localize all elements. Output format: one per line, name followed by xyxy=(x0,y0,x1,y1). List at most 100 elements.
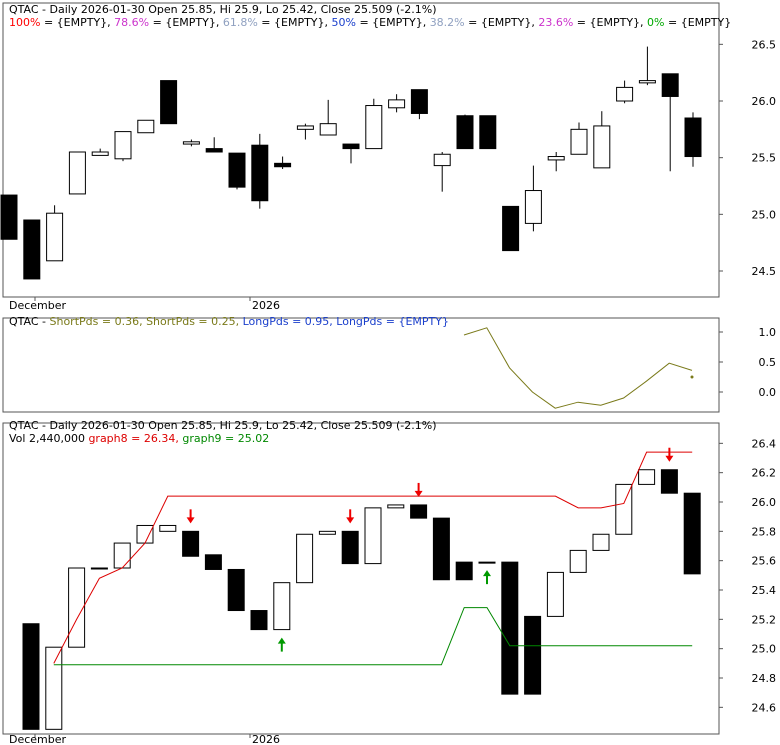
panel3-frame xyxy=(2,422,720,735)
y-tick-label: 25.4 xyxy=(752,584,777,597)
up-arrow-icon xyxy=(277,637,286,644)
candle-body xyxy=(114,131,132,160)
candle-body xyxy=(546,571,564,617)
candle-body xyxy=(251,144,269,202)
candle-body xyxy=(113,542,131,569)
fib-label-value: = {EMPTY}, xyxy=(40,16,114,29)
candle-body xyxy=(364,507,382,565)
candle-body xyxy=(274,162,292,168)
panel2-legend: QTAC - ShortPds = 0.36, ShortPds = 0.25,… xyxy=(9,315,449,328)
panel3-legend: Vol 2,440,000 graph8 = 26.34, graph9 = 2… xyxy=(9,432,269,445)
fib-label-pct: 78.6% xyxy=(114,16,149,29)
up-arrow-icon xyxy=(483,570,491,577)
candle-body xyxy=(228,152,246,188)
candle-body xyxy=(479,115,497,150)
candle-body xyxy=(502,205,520,252)
y-tick-label: 24.5 xyxy=(752,265,777,278)
candle-body xyxy=(68,567,86,648)
candle-body xyxy=(478,561,496,564)
candle-body xyxy=(90,567,108,570)
panel3-xlabel-2026: 2026 xyxy=(252,733,280,745)
y-tick-label: 26.0 xyxy=(752,496,777,509)
graph8-line xyxy=(53,451,693,664)
candle-body xyxy=(592,533,610,551)
y-tick-label: 26.4 xyxy=(752,437,777,450)
fib-label-value: = {EMPTY}, xyxy=(465,16,539,29)
panel2-frame xyxy=(2,317,720,413)
panel2-legend-item: LongPds = 0.95, xyxy=(243,315,337,328)
candle-body xyxy=(638,80,656,84)
candle-body xyxy=(68,151,86,195)
candle-body xyxy=(456,115,474,150)
candle-body xyxy=(455,561,473,581)
candle-body xyxy=(683,492,701,575)
panel2-legend-item: LongPds = {EMPTY} xyxy=(336,315,449,328)
candle-body xyxy=(570,128,588,155)
candle-body xyxy=(45,646,63,730)
y-tick-label: 24.6 xyxy=(752,701,777,714)
fib-label-value: = {EMPTY}, xyxy=(149,16,223,29)
y-tick-label: 25.6 xyxy=(752,555,777,568)
panel1-fib-legend: 100% = {EMPTY}, 78.6% = {EMPTY}, 61.8% =… xyxy=(9,16,731,29)
shortpds-line xyxy=(463,327,693,409)
fib-label-pct: 100% xyxy=(9,16,40,29)
y-tick-label: 0.0 xyxy=(759,386,777,399)
panel1-xlabel-2026: 2026 xyxy=(252,299,280,312)
panel2-axis: 0.0 0.5 1.0 xyxy=(719,326,776,399)
fib-label-pct: 0% xyxy=(647,16,664,29)
candle-body xyxy=(160,80,178,125)
candle-body xyxy=(0,194,18,240)
y-tick-label: 25.8 xyxy=(752,525,777,538)
candle-body xyxy=(46,212,64,262)
candle-body xyxy=(296,125,314,130)
candle-body xyxy=(250,610,268,631)
fib-label-value: = {EMPTY}, xyxy=(356,16,430,29)
candle-body xyxy=(136,524,154,544)
candle-body xyxy=(182,141,200,145)
y-tick-label: 1.0 xyxy=(759,326,777,339)
y-tick-label: 25.0 xyxy=(752,643,777,656)
panel3-lines xyxy=(53,451,693,666)
y-tick-label: 25.0 xyxy=(752,208,777,221)
candle-body xyxy=(661,73,679,97)
candle-body xyxy=(296,533,314,584)
fib-label-pct: 50% xyxy=(332,16,356,29)
candle-body xyxy=(593,125,611,169)
candle-body xyxy=(569,549,587,573)
candle-body xyxy=(341,530,359,565)
shortpds-last-point xyxy=(690,375,694,379)
panel1-axis: 24.5 25.0 25.5 26.0 26.5 xyxy=(719,38,776,278)
panel3-arrows xyxy=(186,447,674,652)
panel1-candles xyxy=(0,46,702,280)
y-tick-label: 26.0 xyxy=(752,95,777,108)
panel3-candles xyxy=(22,469,701,730)
candle-body xyxy=(23,219,41,280)
candle-body xyxy=(91,151,109,156)
y-tick-label: 26.2 xyxy=(752,467,777,480)
candle-body xyxy=(273,582,291,631)
panel3-xlabel-december: December xyxy=(9,733,67,745)
panel2-legend-prefix: QTAC - xyxy=(9,315,50,328)
fib-label-value: = {EMPTY}, xyxy=(573,16,647,29)
down-arrow-icon xyxy=(346,517,355,524)
panel2-legend-item: ShortPds = 0.36, xyxy=(50,315,147,328)
fib-label-value: = {EMPTY}, xyxy=(258,16,332,29)
candle-body xyxy=(615,483,633,535)
y-tick-label: 26.5 xyxy=(752,38,777,51)
candle-body xyxy=(318,530,336,535)
y-tick-label: 25.2 xyxy=(752,613,777,626)
candle-body xyxy=(524,615,542,695)
candle-body xyxy=(433,153,451,167)
panel2-lines xyxy=(463,327,694,409)
panel3-legend-vol: Vol 2,440,000 xyxy=(9,432,88,445)
fib-label-pct: 23.6% xyxy=(538,16,573,29)
candle-body xyxy=(204,554,222,570)
candle-body xyxy=(660,469,678,494)
fib-label-pct: 61.8% xyxy=(223,16,258,29)
panel1-frame xyxy=(2,2,720,298)
candle-body xyxy=(22,623,40,730)
candle-body xyxy=(159,524,177,532)
panel3-axis: 24.6 24.8 25.0 25.2 25.4 25.6 25.8 26.0 26.2 26.4 xyxy=(719,437,776,714)
candle-body xyxy=(365,105,383,150)
graph9-line xyxy=(53,607,693,666)
